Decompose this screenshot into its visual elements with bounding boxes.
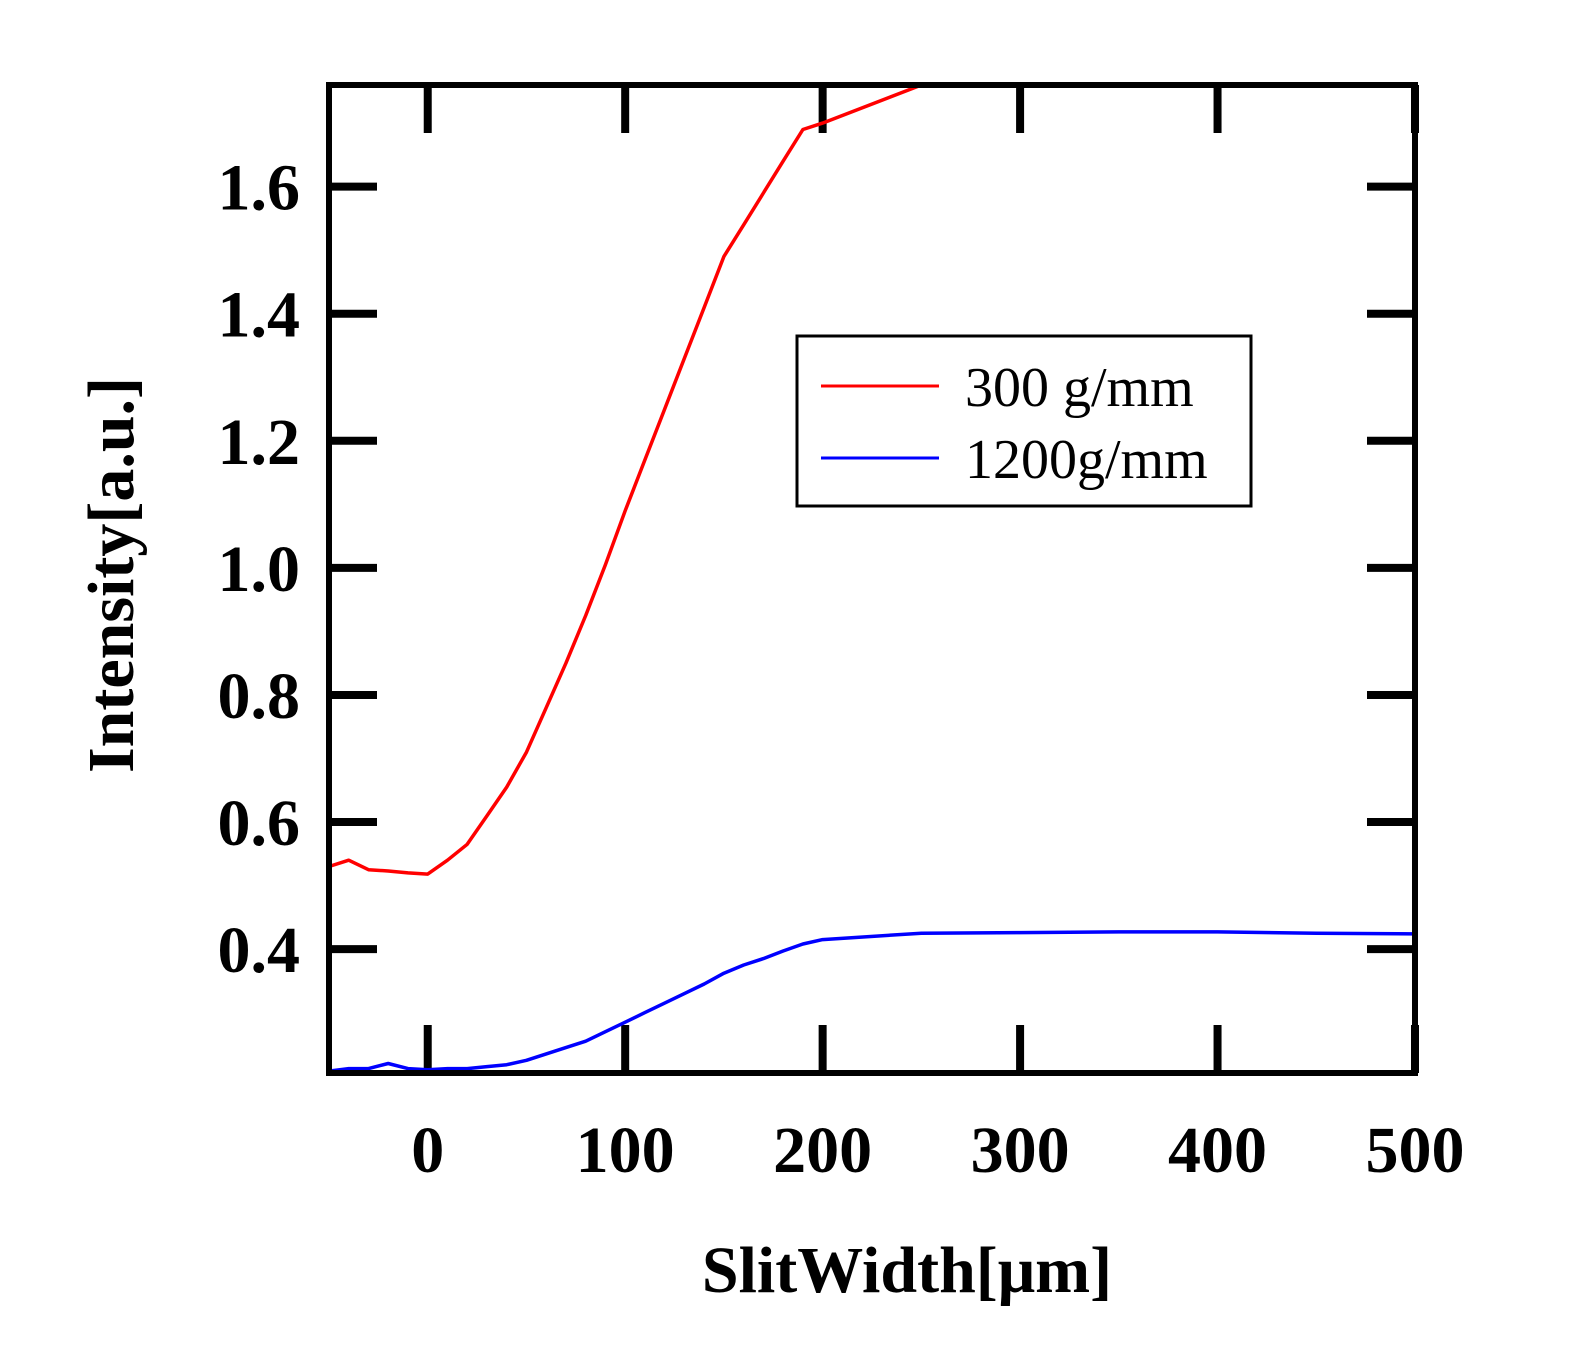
legend-label-1200: 1200g/mm <box>965 429 1208 491</box>
ticks-layer <box>329 85 1419 1073</box>
legend-box <box>795 334 1253 508</box>
x-tick-label-200: 200 <box>773 1114 872 1187</box>
y-tick-label-1.4: 1.4 <box>218 279 301 352</box>
series-layer <box>328 83 1416 1073</box>
y-tick-label-0.8: 0.8 <box>218 660 301 733</box>
y-axis-label: Intensity[a.u.] <box>75 377 148 773</box>
y-tick-label-1: 1.0 <box>218 533 301 606</box>
y-tick-label-0.6: 0.6 <box>218 787 301 860</box>
plot-frame <box>326 82 1418 1076</box>
series-line-0 <box>328 83 1415 876</box>
series-line-1 <box>328 930 1416 1073</box>
y-tick-label-1.6: 1.6 <box>218 152 301 225</box>
x-tick-label-500: 500 <box>1366 1114 1465 1187</box>
legend-label-300: 300 g/mm <box>965 357 1194 419</box>
y-tick-label-0.4: 0.4 <box>218 914 301 987</box>
y-tick-label-1.2: 1.2 <box>218 406 301 479</box>
x-tick-label-100: 100 <box>576 1114 675 1187</box>
x-tick-label-0: 0 <box>411 1114 444 1187</box>
x-tick-label-400: 400 <box>1168 1114 1267 1187</box>
x-tick-label-300: 300 <box>971 1114 1070 1187</box>
labels-layer: 0 100 200 300 400 500 0.4 0.6 0.8 1.0 1.2 1.4 1.6 <box>218 152 1465 1187</box>
x-axis-label: SlitWidth[μm] <box>702 1234 1112 1307</box>
legend: 300 g/mm 1200g/mm <box>795 334 1253 508</box>
